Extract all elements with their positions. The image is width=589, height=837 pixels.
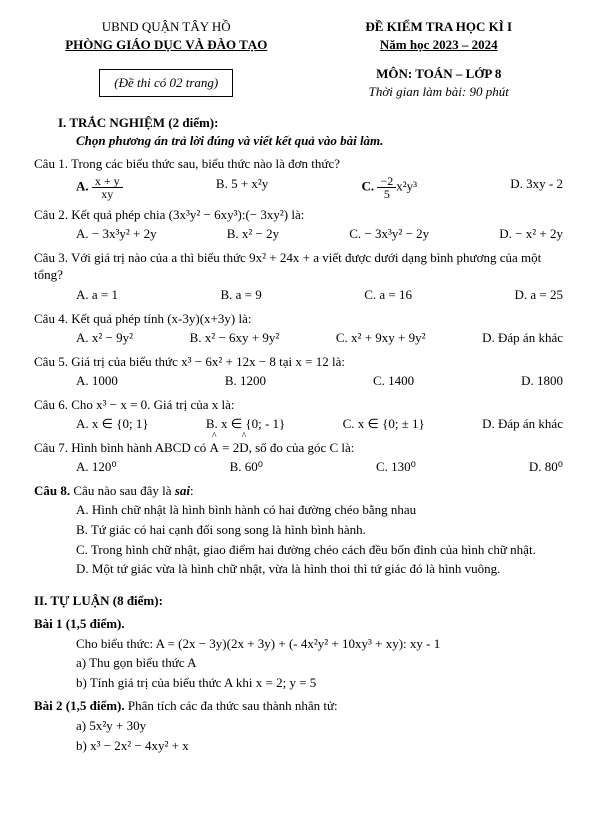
q7-option-a: A. 120⁰	[76, 458, 117, 476]
page-count-box: (Đề thi có 02 trang)	[99, 69, 233, 97]
q1-option-c: C. −2 5 x²y³	[362, 175, 417, 200]
q1-option-d: D. 3xy - 2	[510, 175, 563, 200]
q8-option-d: D. Một tứ giác vừa là hình chữ nhật, vừa…	[34, 560, 563, 578]
question-3-options: A. a = 1 B. a = 9 C. a = 16 D. a = 25	[34, 286, 563, 304]
question-1-options: A. x + y xy B. 5 + x²y C. −2 5 x²y³ D. 3…	[34, 175, 563, 200]
q3-option-c: C. a = 16	[364, 286, 412, 304]
bai-2-b: b) x³ − 2x² − 4xy² + x	[34, 737, 563, 755]
exam-page: UBND QUẬN TÂY HỒ PHÒNG GIÁO DỤC VÀ ĐÀO T…	[0, 0, 589, 837]
q7-option-c: C. 130⁰	[376, 458, 416, 476]
school-year: Năm học 2023 – 2024	[307, 36, 572, 54]
q8-option-b: B. Tứ giác có hai cạnh đối song song là …	[34, 521, 563, 539]
section-1-subtitle: Chọn phương án trả lời đúng và viết kết …	[34, 132, 563, 150]
bai-2-a: a) 5x²y + 30y	[34, 717, 563, 735]
question-7-options: A. 120⁰ B. 60⁰ C. 130⁰ D. 80⁰	[34, 458, 563, 476]
q7-option-d: D. 80⁰	[529, 458, 563, 476]
q3-option-a: A. a = 1	[76, 286, 118, 304]
bai-1-title: Bài 1 (1,5 điểm).	[34, 615, 563, 633]
q6-option-a: A. x ∈ {0; 1}	[76, 415, 149, 433]
q2-option-a: A. − 3x³y² + 2y	[76, 225, 157, 243]
question-3-stem: Câu 3. Với giá trị nào của a thì biểu th…	[34, 249, 563, 284]
bai-1-expression: Cho biểu thức: A = (2x − 3y)(2x + 3y) + …	[34, 635, 563, 653]
question-4-stem: Câu 4. Kết quả phép tính (x-3y)(x+3y) là…	[34, 310, 563, 328]
q5-option-a: A. 1000	[76, 372, 118, 390]
question-4-options: A. x² − 9y² B. x² − 6xy + 9y² C. x² + 9x…	[34, 329, 563, 347]
q6-option-c: C. x ∈ {0; ± 1}	[343, 415, 425, 433]
q3-option-b: B. a = 9	[220, 286, 261, 304]
exam-title: ĐỀ KIỂM TRA HỌC KÌ I	[307, 18, 572, 36]
q4-option-c: C. x² + 9xy + 9y²	[336, 329, 426, 347]
q5-option-b: B. 1200	[225, 372, 266, 390]
subject-block: MÔN: TOÁN – LỚP 8 Thời gian làm bài: 90 …	[307, 59, 572, 100]
fraction-icon: x + y xy	[92, 175, 123, 200]
q2-option-c: C. − 3x³y² − 2y	[349, 225, 429, 243]
subject-line: MÔN: TOÁN – LỚP 8	[307, 65, 572, 83]
header-right: ĐỀ KIỂM TRA HỌC KÌ I Năm học 2023 – 2024	[307, 18, 572, 53]
q4-option-a: A. x² − 9y²	[76, 329, 133, 347]
authority-line-1: UBND QUẬN TÂY HỒ	[34, 18, 299, 36]
q4-option-d: D. Đáp án khác	[482, 329, 563, 347]
authority-line-2: PHÒNG GIÁO DỤC VÀ ĐÀO TẠO	[34, 36, 299, 54]
q8-option-c: C. Trong hình chữ nhật, giao điểm hai đư…	[34, 541, 563, 559]
section-1-title: I. TRẮC NGHIỆM (2 điểm):	[34, 114, 563, 132]
duration-line: Thời gian làm bài: 90 phút	[307, 83, 572, 101]
angle-hat-icon: A	[210, 439, 219, 457]
question-8-stem: Câu 8. Câu nào sau đây là sai:	[34, 482, 563, 500]
angle-hat-icon: D	[239, 439, 248, 457]
question-1-stem: Câu 1. Trong các biểu thức sau, biểu thứ…	[34, 155, 563, 173]
question-2-options: A. − 3x³y² + 2y B. x² − 2y C. − 3x³y² − …	[34, 225, 563, 243]
q2-option-b: B. x² − 2y	[227, 225, 279, 243]
q7-option-b: B. 60⁰	[230, 458, 263, 476]
question-7-stem: Câu 7. Hình bình hành ABCD có A = 2D, số…	[34, 439, 563, 457]
subheader-row: (Đề thi có 02 trang) MÔN: TOÁN – LỚP 8 T…	[34, 59, 563, 100]
question-5-stem: Câu 5. Giá trị của biểu thức x³ − 6x² + …	[34, 353, 563, 371]
fraction-icon: −2 5	[377, 175, 396, 200]
q5-option-c: C. 1400	[373, 372, 414, 390]
q1-option-a: A. x + y xy	[76, 175, 123, 200]
q6-option-d: D. Đáp án khác	[482, 415, 563, 433]
q2-option-d: D. − x² + 2y	[499, 225, 563, 243]
section-2-title: II. TỰ LUẬN (8 điểm):	[34, 592, 563, 610]
q1-option-b: B. 5 + x²y	[216, 175, 268, 200]
question-6-options: A. x ∈ {0; 1} B. x ∈ {0; - 1} C. x ∈ {0;…	[34, 415, 563, 433]
q3-option-d: D. a = 25	[514, 286, 563, 304]
question-5-options: A. 1000 B. 1200 C. 1400 D. 1800	[34, 372, 563, 390]
question-2-stem: Câu 2. Kết quả phép chia (3x³y² − 6xy³):…	[34, 206, 563, 224]
bai-1-b: b) Tính giá trị của biểu thức A khi x = …	[34, 674, 563, 692]
exam-box-wrap: (Đề thi có 02 trang)	[34, 59, 299, 100]
bai-2-title: Bài 2 (1,5 điểm). Phân tích các đa thức …	[34, 697, 563, 715]
q8-option-a: A. Hình chữ nhật là hình bình hành có ha…	[34, 501, 563, 519]
question-6-stem: Câu 6. Cho x³ − x = 0. Giá trị của x là:	[34, 396, 563, 414]
q5-option-d: D. 1800	[521, 372, 563, 390]
q4-option-b: B. x² − 6xy + 9y²	[190, 329, 280, 347]
document-header: UBND QUẬN TÂY HỒ PHÒNG GIÁO DỤC VÀ ĐÀO T…	[34, 18, 563, 53]
bai-1-a: a) Thu gọn biểu thức A	[34, 654, 563, 672]
header-left: UBND QUẬN TÂY HỒ PHÒNG GIÁO DỤC VÀ ĐÀO T…	[34, 18, 299, 53]
